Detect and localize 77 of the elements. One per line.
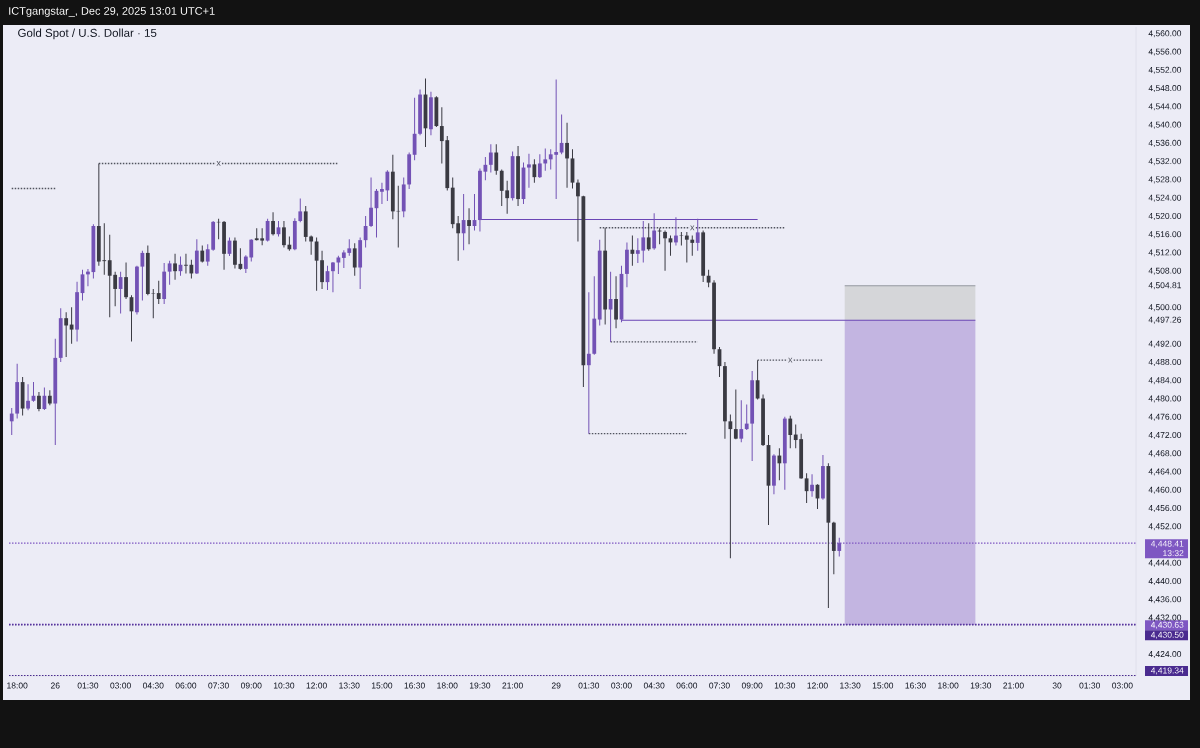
- y-tick-label: 4,468.00: [1148, 450, 1182, 458]
- x-tick-label: 19:30: [970, 682, 992, 689]
- y-tick-label: 4,484.00: [1148, 377, 1182, 385]
- y-tick-label: 4,556.00: [1148, 48, 1182, 56]
- y-tick-label: 4,512.00: [1148, 249, 1182, 257]
- x-tick-label: 30: [1052, 682, 1062, 689]
- y-tick-label: 4,424.00: [1148, 651, 1182, 659]
- y-tick-label: 4,472.00: [1148, 431, 1182, 439]
- x-tick-label: 03:00: [110, 682, 131, 689]
- y-tick-label: 4,497.26: [1148, 316, 1182, 324]
- y-tick-label: 4,536.00: [1148, 139, 1182, 147]
- ref-line-label: 4,419.34: [1150, 667, 1184, 675]
- y-tick-label: 4,440.00: [1148, 578, 1182, 586]
- y-tick-label: 4,464.00: [1148, 468, 1182, 476]
- x-tick-label: 16:30: [404, 682, 425, 689]
- x-tick-label: 04:30: [643, 682, 665, 689]
- x-tick-label: 19:30: [469, 682, 491, 689]
- x-tick-label: 09:00: [741, 682, 763, 689]
- x-tick-label: 06:00: [676, 682, 698, 689]
- y-tick-label: 4,444.00: [1148, 559, 1182, 567]
- y-tick-label: 4,500.00: [1148, 304, 1182, 312]
- y-tick-label: 4,456.00: [1148, 505, 1182, 513]
- x-tick-label: 29: [551, 682, 561, 689]
- y-tick-label: 4,544.00: [1148, 103, 1182, 111]
- x-tick-label: 18:00: [437, 682, 458, 689]
- x-tick-label: 15:00: [872, 682, 894, 689]
- y-tick-label: 4,532.00: [1148, 158, 1182, 166]
- y-tick-label: 4,504.81: [1148, 282, 1182, 290]
- y-tick-label: 4,432.00: [1148, 614, 1182, 622]
- y-tick-label: 4,476.00: [1148, 413, 1182, 421]
- x-tick-label: 07:30: [709, 682, 730, 689]
- y-tick-label: 4,452.00: [1148, 523, 1182, 531]
- y-tick-label: 4,548.00: [1148, 85, 1182, 93]
- y-tick-label: 4,552.00: [1148, 66, 1182, 74]
- y-tick-label: 4,480.00: [1148, 395, 1182, 403]
- x-tick-label: 09:00: [240, 682, 262, 689]
- series-label: x: [788, 357, 793, 363]
- ref-line-label: 4,448.41: [1150, 540, 1184, 548]
- x-tick-label: 26: [50, 682, 60, 689]
- x-tick-label: 10:30: [774, 682, 796, 689]
- x-tick-label: 12:00: [306, 682, 327, 689]
- y-tick-label: 4,520.00: [1148, 212, 1182, 220]
- y-tick-label: 4,540.00: [1148, 121, 1182, 129]
- x-tick-label: 01:30: [578, 682, 600, 689]
- x-tick-label: 18:00: [7, 682, 28, 689]
- text: ICTgangstar_, Dec 29, 2025 13:01 UTC+1: [9, 7, 215, 17]
- y-tick-label: 4,516.00: [1148, 231, 1182, 239]
- x-tick-label: 13:30: [840, 682, 861, 689]
- x-tick-label: 03:00: [1112, 682, 1133, 689]
- y-tick-label: 4,460.00: [1148, 486, 1182, 494]
- x-tick-label: 21:00: [502, 682, 523, 689]
- x-tick-label: 01:30: [1079, 682, 1101, 689]
- ref-line-label: 4,430.50: [1150, 631, 1184, 639]
- text: 13:32: [1163, 550, 1184, 557]
- series-label: x: [690, 225, 695, 231]
- x-tick-label: 10:30: [273, 682, 295, 689]
- x-tick-label: 01:30: [77, 682, 99, 689]
- y-tick-label: 4,528.00: [1148, 176, 1182, 184]
- ref-line-label: 4,430.63: [1150, 621, 1184, 629]
- x-tick-label: 21:00: [1003, 682, 1024, 689]
- y-tick-label: 4,508.00: [1148, 267, 1182, 275]
- y-tick-label: 4,560.00: [1148, 30, 1182, 38]
- x-tick-label: 16:30: [905, 682, 926, 689]
- y-tick-label: 4,488.00: [1148, 358, 1182, 366]
- x-tick-label: 13:30: [339, 682, 360, 689]
- y-tick-label: 4,524.00: [1148, 194, 1182, 202]
- x-tick-label: 06:00: [175, 682, 197, 689]
- y-tick-label: 4,436.00: [1148, 596, 1182, 604]
- x-tick-label: 12:00: [807, 682, 828, 689]
- series-label: x: [216, 161, 221, 166]
- chart-title: Gold Spot / U.S. Dollar · 15: [18, 28, 157, 40]
- x-tick-label: 04:30: [142, 682, 164, 689]
- x-tick-label: 18:00: [938, 682, 959, 689]
- x-tick-label: 03:00: [611, 682, 632, 689]
- y-tick-label: 4,492.00: [1148, 340, 1182, 348]
- x-tick-label: 07:30: [208, 682, 229, 689]
- x-tick-label: 15:00: [371, 682, 393, 689]
